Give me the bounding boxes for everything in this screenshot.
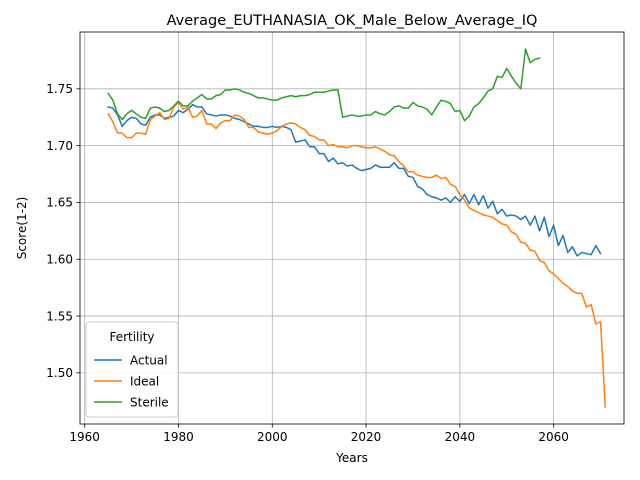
series-line-ideal <box>107 101 607 408</box>
x-tick-label: 2060 <box>538 430 569 444</box>
legend: Fertility Actual Ideal Sterile <box>85 321 179 418</box>
y-tick-label: 1.60 <box>46 253 73 267</box>
y-tick-label: 1.75 <box>46 82 73 96</box>
x-axis-ticks: 1960 1980 2000 2020 2040 2060 <box>69 424 569 444</box>
x-tick-label: 2040 <box>445 430 476 444</box>
legend-label-ideal: Ideal <box>130 374 159 388</box>
y-tick-label: 1.70 <box>46 139 73 153</box>
y-axis-ticks: 1.50 1.55 1.60 1.65 1.70 1.75 <box>46 82 80 380</box>
y-tick-label: 1.55 <box>46 309 73 323</box>
series-line-sterile <box>107 48 541 122</box>
legend-label-sterile: Sterile <box>130 395 169 409</box>
x-tick-label: 1960 <box>69 430 100 444</box>
x-tick-label: 2000 <box>257 430 288 444</box>
y-axis-label: Score(1-2) <box>15 197 29 260</box>
series-lines <box>107 48 607 408</box>
series-line-actual <box>107 103 602 257</box>
legend-title: Fertility <box>109 330 154 344</box>
chart-title: Average_EUTHANASIA_OK_Male_Below_Average… <box>167 13 538 29</box>
legend-label-actual: Actual <box>130 353 168 367</box>
y-tick-label: 1.65 <box>46 196 73 210</box>
x-axis-label: Years <box>335 451 368 465</box>
legend-box <box>85 321 179 418</box>
y-tick-label: 1.50 <box>46 366 73 380</box>
x-tick-label: 1980 <box>163 430 194 444</box>
plot-area-frame <box>79 31 625 425</box>
x-tick-label: 2020 <box>351 430 382 444</box>
